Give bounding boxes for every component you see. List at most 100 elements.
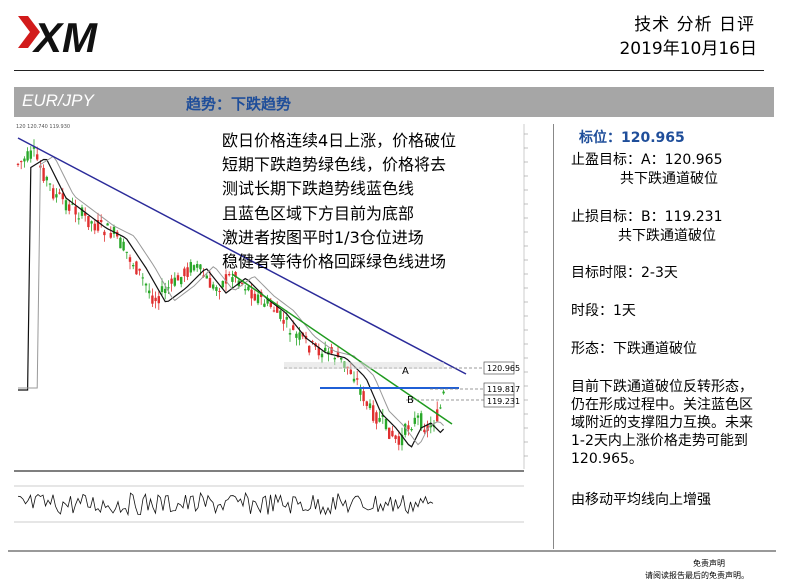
candle-body xyxy=(365,401,368,406)
candle-body xyxy=(375,412,378,424)
candle-body xyxy=(90,221,93,224)
candle-body xyxy=(112,226,116,234)
disclaimer-title: 免责声明 xyxy=(693,559,725,568)
candle-body xyxy=(224,274,228,284)
short-term-trendline xyxy=(231,273,453,425)
candle-body xyxy=(52,188,55,199)
candle-body xyxy=(384,418,388,430)
candle-body xyxy=(58,192,61,194)
oscillator-line xyxy=(17,491,434,517)
candle-body xyxy=(247,286,250,291)
candle-body xyxy=(132,265,135,267)
summary-line-1: 目前下跌通道破位反转形态， xyxy=(571,379,753,395)
candle-body xyxy=(439,407,442,409)
header-divider xyxy=(14,70,764,71)
candle-body xyxy=(64,200,68,211)
candle-body xyxy=(23,158,26,162)
candle-body xyxy=(272,310,276,312)
price-label-current: 119.817 xyxy=(487,385,520,394)
candle-body xyxy=(253,293,256,301)
candle-body xyxy=(362,391,365,402)
candle-body xyxy=(413,417,416,424)
candle-body xyxy=(164,288,167,294)
candle-body xyxy=(221,280,224,288)
moving-average-line-2 xyxy=(18,155,444,446)
candle-body xyxy=(336,351,340,358)
price-chart: 120 120.740 119.930 120.965 119.817 119.… xyxy=(14,124,544,544)
candle-body xyxy=(244,289,247,291)
candle-body xyxy=(330,347,333,354)
candle-body xyxy=(122,241,125,251)
zone-a-box xyxy=(284,362,444,369)
candle-body xyxy=(436,409,439,422)
candle-body xyxy=(423,429,426,433)
candle-body xyxy=(106,223,109,226)
target-price: 标位：120.965 xyxy=(579,130,685,146)
candle-body xyxy=(308,345,311,353)
candle-body xyxy=(196,264,199,268)
candle-body xyxy=(404,423,407,435)
candle-body xyxy=(324,347,327,352)
candle-body xyxy=(173,277,176,286)
candle-body xyxy=(228,274,231,276)
long-term-trendline xyxy=(17,137,467,375)
candle-body xyxy=(442,391,445,394)
take-profit: 止盈目标：A：120.965 xyxy=(571,152,723,168)
analysis-note-4: 且蓝色区域下方目前为底部 xyxy=(222,204,415,223)
candle-body xyxy=(359,387,362,395)
candle-body xyxy=(68,204,71,211)
candle-body xyxy=(80,207,84,216)
candle-body xyxy=(349,369,352,375)
analysis-note-3: 测试长期下跌趋势线蓝色线 xyxy=(222,179,415,198)
point-label-a: A xyxy=(402,366,409,377)
candle-body xyxy=(151,295,154,304)
candle-body xyxy=(74,206,77,215)
summary-line-2: 仍在形成过程中。关注蓝色区 xyxy=(571,397,753,413)
chart-separator xyxy=(553,124,554,549)
candle-body xyxy=(176,275,180,281)
candle-body xyxy=(410,428,413,431)
candle-body xyxy=(180,277,183,285)
candle-body xyxy=(186,267,189,277)
candle-body xyxy=(231,277,234,282)
candle-body xyxy=(320,353,324,358)
time-limit: 目标时限：2-3天 xyxy=(571,265,678,281)
candle-body xyxy=(311,341,314,343)
candle-body xyxy=(141,277,144,279)
candle-body xyxy=(240,282,244,284)
footer-divider xyxy=(8,550,776,552)
candle-body xyxy=(340,357,343,360)
candle-body xyxy=(160,286,164,293)
candle-body xyxy=(199,264,202,270)
report-date: 2019年10月16日 xyxy=(619,39,757,59)
candle-body xyxy=(212,284,215,289)
chart-info-label: 120 120.740 119.930 xyxy=(16,124,70,130)
candle-body xyxy=(148,290,151,294)
candle-body xyxy=(61,193,64,200)
title-bar xyxy=(14,87,774,117)
price-label-a: 120.965 xyxy=(487,364,520,373)
candle-body xyxy=(407,425,410,430)
candle-body xyxy=(48,183,52,185)
candle-body xyxy=(356,378,359,380)
candle-body xyxy=(352,378,356,382)
candle-body xyxy=(87,216,90,228)
point-label-b: B xyxy=(407,395,414,406)
candle-body xyxy=(298,332,301,340)
stop-loss: 止损目标：B：119.231 xyxy=(571,209,723,225)
y-axis-ticks xyxy=(524,133,528,457)
candle-body xyxy=(157,296,160,304)
candle-body xyxy=(276,305,279,313)
candle-body xyxy=(183,268,186,277)
candle-body xyxy=(218,290,221,292)
candle-body xyxy=(154,297,157,302)
take-profit-note: 共下跌通道破位 xyxy=(620,171,718,187)
candle-body xyxy=(420,413,423,429)
analysis-note-6: 稳健者等待价格回踩绿色线进场 xyxy=(222,252,447,271)
candle-body xyxy=(36,154,39,160)
candle-body xyxy=(20,161,23,163)
disclaimer-text: 请阅读报告最后的免责声明。 xyxy=(645,571,749,580)
candle-body xyxy=(381,415,384,417)
xm-logo: XM xyxy=(18,14,98,60)
candle-body xyxy=(378,417,381,422)
